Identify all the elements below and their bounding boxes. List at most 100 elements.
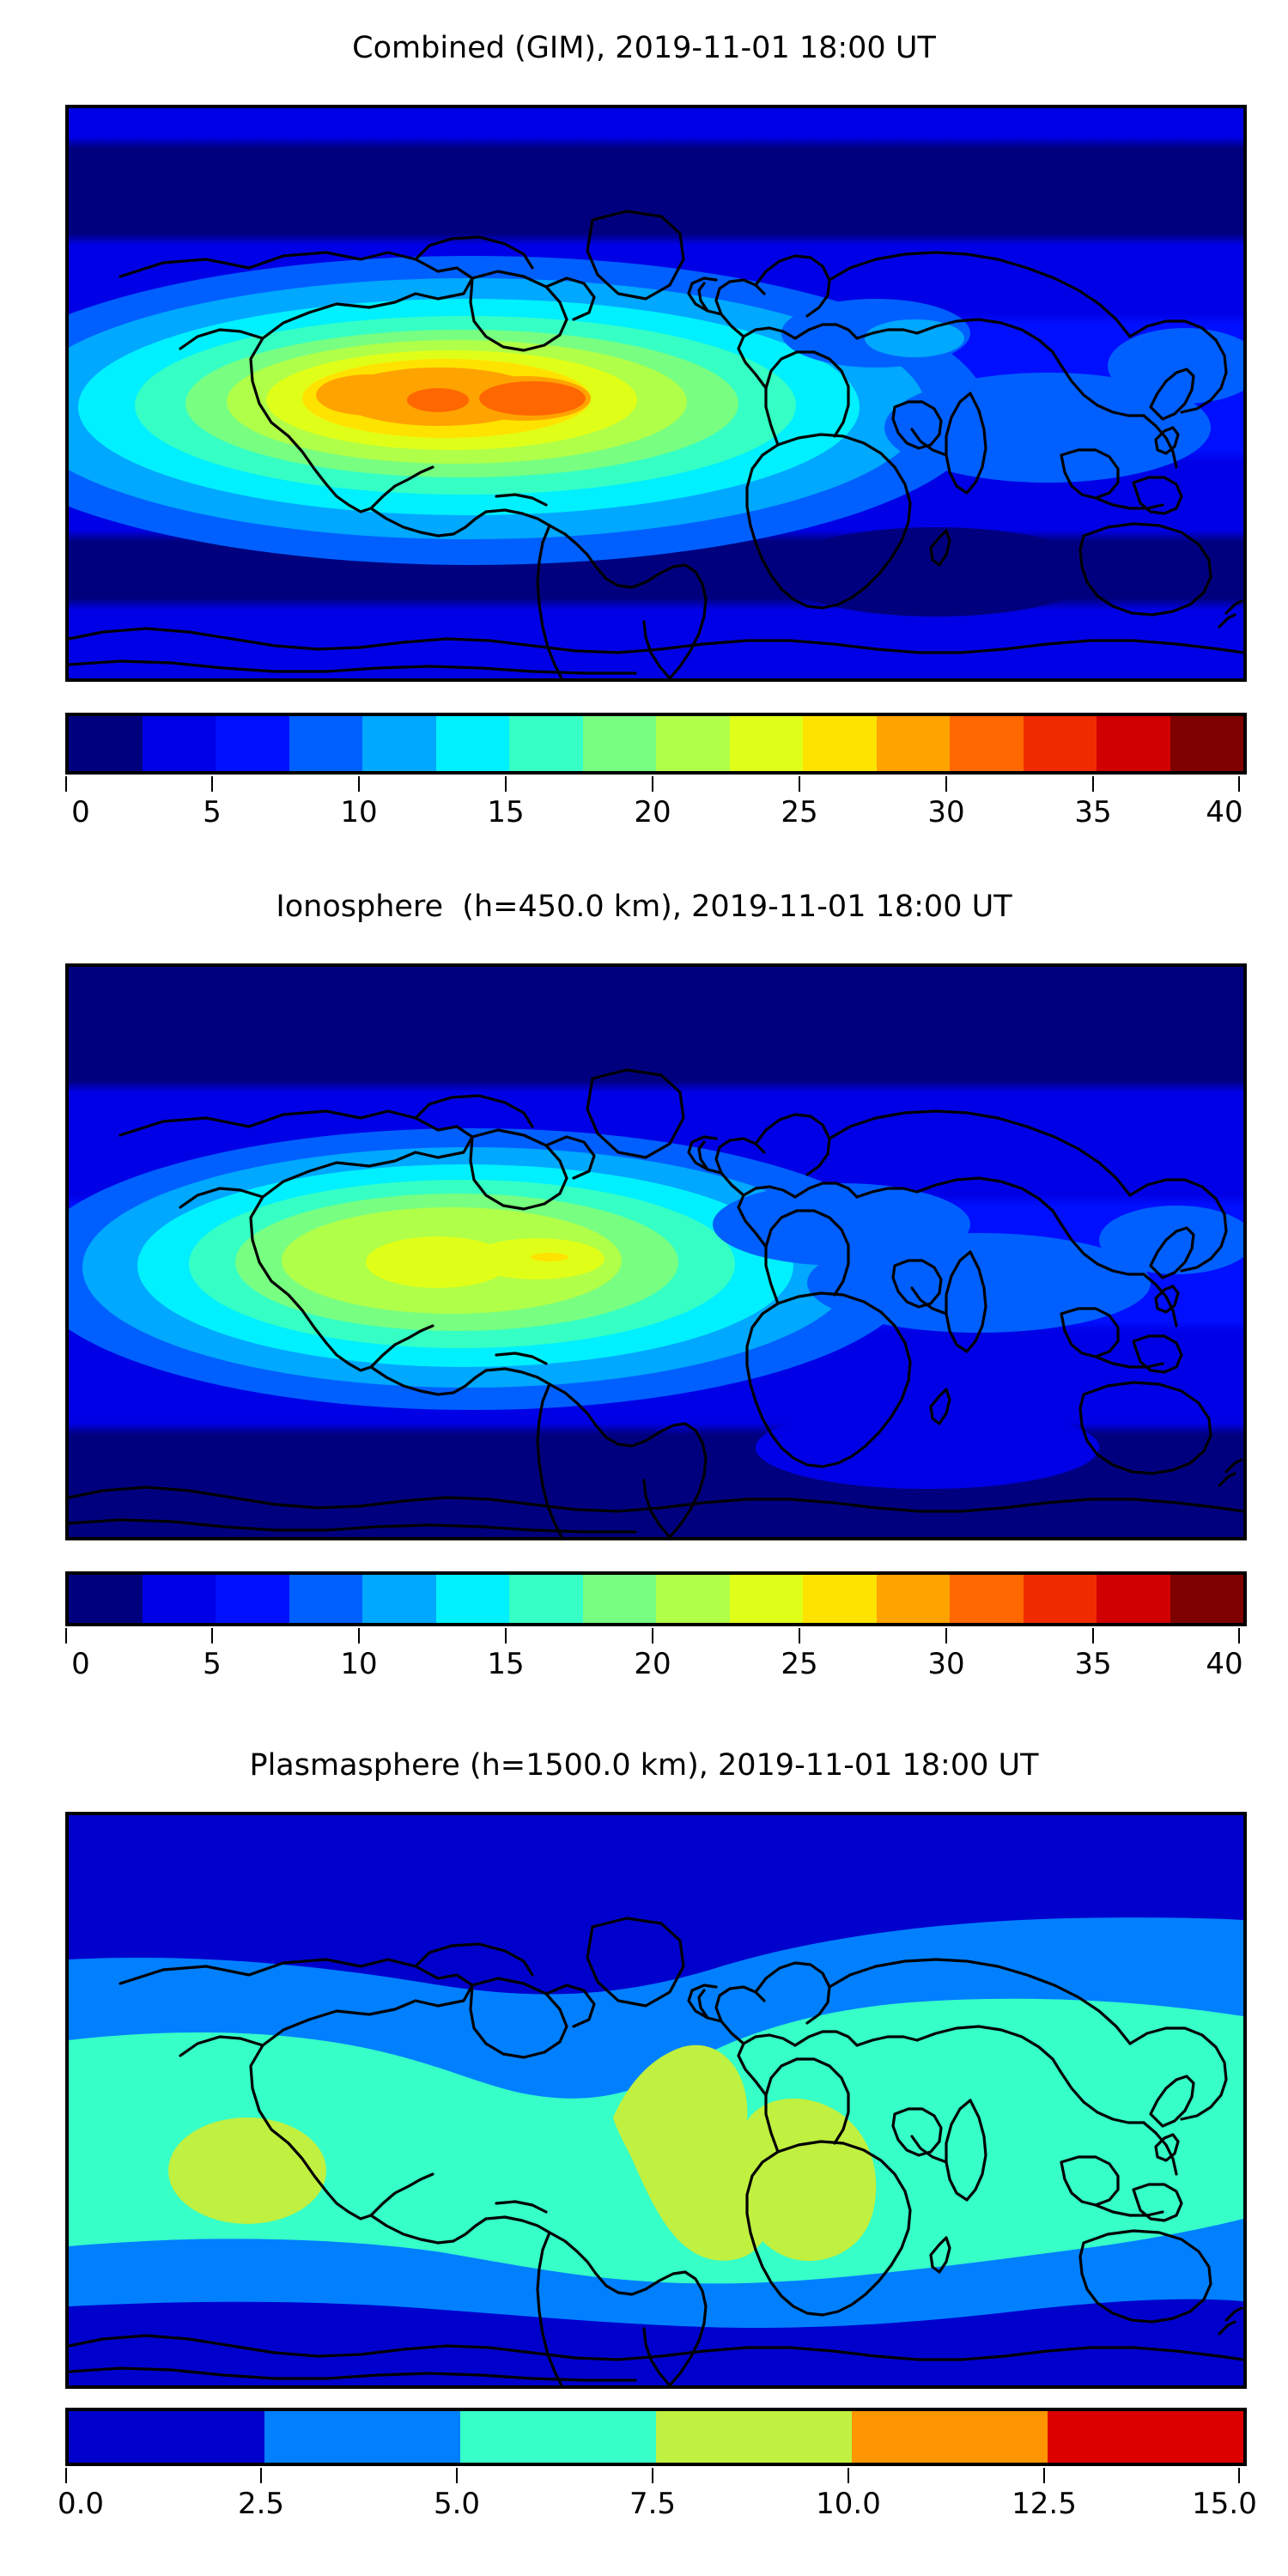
colorbar-band bbox=[69, 1575, 143, 1623]
contour-bands-combined bbox=[69, 256, 1243, 617]
colorbar-band bbox=[656, 2411, 852, 2463]
colorbar-band bbox=[852, 2411, 1048, 2463]
colorbar-combined-gim: 0 5 10 15 20 25 30 35 40 bbox=[65, 713, 1247, 841]
colorbar-bands-ionosphere bbox=[65, 1571, 1247, 1626]
colorbar-band bbox=[509, 716, 583, 771]
colorbar-band bbox=[460, 2411, 656, 2463]
colorbar-tick-label: 12.5 bbox=[1012, 2487, 1077, 2521]
colorbar-tick bbox=[799, 776, 800, 792]
coastlines-ionosphere bbox=[69, 1068, 1243, 1537]
colorbar-tick bbox=[1092, 776, 1094, 792]
colorbar-band bbox=[362, 1575, 436, 1623]
colorbar-tick-label: 25 bbox=[781, 795, 818, 829]
colorbar-tick-label: 5 bbox=[203, 795, 222, 829]
colorbar-band bbox=[950, 1575, 1024, 1623]
map-combined-gim bbox=[65, 105, 1247, 682]
panel-combined-gim: Combined (GIM), 2019-11-01 18:00 UT bbox=[0, 0, 1288, 859]
colorbar-tick-label: 30 bbox=[927, 1647, 965, 1681]
colorbar-band bbox=[1023, 716, 1097, 771]
colorbar-tick-label: 40 bbox=[1206, 1647, 1243, 1681]
colorbar-band bbox=[142, 1575, 216, 1623]
colorbar-tick bbox=[358, 1628, 360, 1643]
colorbar-band bbox=[69, 716, 143, 771]
colorbar-tick-label: 0 bbox=[71, 795, 90, 829]
colorbar-tick-label: 10 bbox=[340, 795, 378, 829]
colorbar-tick-label: 10 bbox=[340, 1647, 378, 1681]
colorbar-tick bbox=[1043, 2468, 1045, 2483]
colorbar-band bbox=[435, 1575, 509, 1623]
colorbar-tick-label: 0 bbox=[71, 1647, 90, 1681]
colorbar-labels-combined: 0 5 10 15 20 25 30 35 40 bbox=[65, 795, 1243, 835]
colorbar-tick-label: 35 bbox=[1074, 1647, 1112, 1681]
colorbar-tick-label: 20 bbox=[634, 795, 671, 829]
colorbar-tick bbox=[652, 776, 653, 792]
colorbar-tick-label: 35 bbox=[1074, 795, 1112, 829]
colorbar-tick-label: 0.0 bbox=[57, 2487, 105, 2521]
colorbar-tick-label: 7.5 bbox=[629, 2487, 677, 2521]
colorbar-tick bbox=[799, 1628, 800, 1643]
map-ionosphere bbox=[65, 963, 1247, 1540]
colorbar-bands-combined bbox=[65, 713, 1247, 775]
map-canvas-plasmasphere bbox=[69, 1815, 1243, 2385]
colorbar-tick bbox=[505, 1628, 507, 1643]
panel-ionosphere: Ionosphere (h=450.0 km), 2019-11-01 18:0… bbox=[0, 859, 1288, 1717]
colorbar-band bbox=[582, 716, 656, 771]
colorbar-tick bbox=[505, 776, 507, 792]
colorbar-ticks-combined bbox=[65, 776, 1240, 793]
colorbar-tick bbox=[652, 2468, 653, 2483]
colorbar-bands-plasmasphere bbox=[65, 2408, 1247, 2466]
colorbar-tick-label: 10.0 bbox=[816, 2487, 881, 2521]
colorbar-tick-label: 2.5 bbox=[237, 2487, 285, 2521]
colorbar-plasmasphere: 0.0 2.5 5.0 7.5 10.0 12.5 15.0 bbox=[58, 2408, 1257, 2537]
colorbar-tick bbox=[652, 1628, 653, 1643]
colorbar-labels-plasmasphere: 0.0 2.5 5.0 7.5 10.0 12.5 15.0 bbox=[58, 2487, 1257, 2526]
colorbar-tick bbox=[260, 2468, 262, 2483]
colorbar-band bbox=[950, 716, 1024, 771]
colorbar-band bbox=[69, 2411, 264, 2463]
colorbar-tick bbox=[1092, 1628, 1094, 1643]
colorbar-tick bbox=[1238, 2468, 1240, 2483]
colorbar-tick bbox=[945, 1628, 947, 1643]
colorbar-tick-label: 30 bbox=[927, 795, 965, 829]
colorbar-band bbox=[216, 716, 289, 771]
panel-title-plasmasphere: Plasmasphere (h=1500.0 km), 2019-11-01 1… bbox=[249, 1748, 1039, 1783]
colorbar-ticks-plasmasphere bbox=[65, 2468, 1240, 2485]
colorbar-band bbox=[142, 716, 216, 771]
colorbar-band bbox=[216, 1575, 289, 1623]
colorbar-tick-label: 5.0 bbox=[433, 2487, 481, 2521]
colorbar-tick bbox=[456, 2468, 458, 2483]
colorbar-tick bbox=[848, 2468, 849, 2483]
colorbar-band bbox=[289, 1575, 362, 1623]
colorbar-band bbox=[729, 1575, 803, 1623]
map-plasmasphere bbox=[65, 1812, 1247, 2389]
colorbar-band bbox=[656, 716, 730, 771]
colorbar-band bbox=[264, 2411, 460, 2463]
colorbar-tick bbox=[945, 776, 947, 792]
colorbar-tick bbox=[65, 776, 67, 792]
colorbar-band bbox=[656, 1575, 730, 1623]
colorbar-band bbox=[435, 716, 509, 771]
colorbar-tick-label: 20 bbox=[634, 1647, 671, 1681]
colorbar-band bbox=[582, 1575, 656, 1623]
colorbar-labels-ionosphere: 0 5 10 15 20 25 30 35 40 bbox=[65, 1647, 1243, 1686]
colorbar-tick-label: 5 bbox=[203, 1647, 222, 1681]
contour-bands-plasmasphere bbox=[69, 1917, 1243, 2329]
coastlines-plasmasphere bbox=[69, 1917, 1243, 2385]
colorbar-tick-label: 40 bbox=[1206, 795, 1243, 829]
colorbar-tick-label: 15 bbox=[487, 795, 525, 829]
map-canvas-ionosphere bbox=[69, 967, 1243, 1537]
colorbar-band bbox=[1097, 716, 1170, 771]
colorbar-band bbox=[289, 716, 362, 771]
colorbar-band bbox=[803, 716, 877, 771]
colorbar-tick bbox=[1238, 1628, 1240, 1643]
coastlines-combined bbox=[69, 210, 1243, 678]
colorbar-tick bbox=[211, 1628, 213, 1643]
colorbar-band bbox=[1048, 2411, 1243, 2463]
colorbar-band bbox=[1097, 1575, 1170, 1623]
colorbar-band bbox=[729, 716, 803, 771]
colorbar-band bbox=[1023, 1575, 1097, 1623]
colorbar-band bbox=[803, 1575, 877, 1623]
colorbar-band bbox=[362, 716, 436, 771]
panel-title-combined-gim: Combined (GIM), 2019-11-01 18:00 UT bbox=[352, 31, 936, 65]
